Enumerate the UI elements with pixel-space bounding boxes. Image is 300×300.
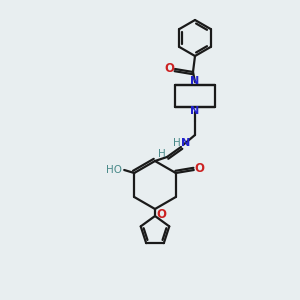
Text: O: O bbox=[156, 208, 166, 220]
Text: N: N bbox=[190, 106, 200, 116]
Text: HO: HO bbox=[106, 165, 122, 175]
Text: N: N bbox=[182, 138, 190, 148]
Text: H: H bbox=[173, 138, 181, 148]
Text: O: O bbox=[164, 61, 174, 74]
Text: H: H bbox=[158, 149, 166, 159]
Text: O: O bbox=[195, 163, 205, 176]
Text: N: N bbox=[190, 76, 200, 86]
